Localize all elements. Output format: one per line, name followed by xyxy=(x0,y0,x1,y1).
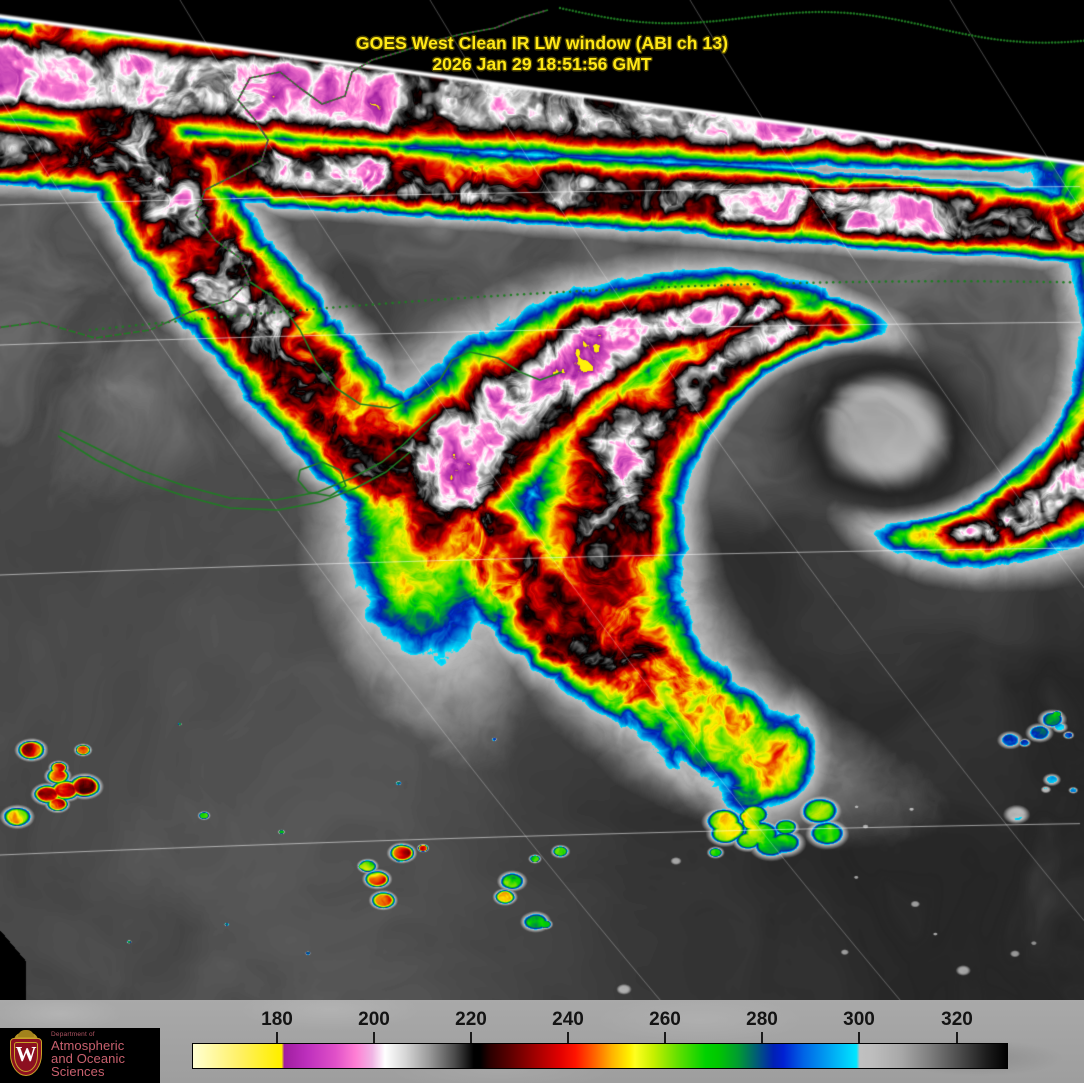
crest-letter-w: W xyxy=(15,1041,37,1066)
infrared-satellite-image xyxy=(0,0,1084,1025)
colorbar-backdrop xyxy=(0,1000,1084,1083)
colorbar-tick-180 xyxy=(276,1032,278,1044)
colorbar-tick-300 xyxy=(858,1032,860,1044)
satellite-imagery-panel xyxy=(0,0,1084,1025)
uw-aos-logo: W Department of Atmospheric and Oceanic … xyxy=(0,1028,160,1083)
crest-plume xyxy=(14,1029,38,1042)
colorbar-tick-220 xyxy=(470,1032,472,1044)
logo-line-oceanic: and Oceanic Sciences xyxy=(51,1051,126,1080)
colorbar-tick-200 xyxy=(373,1032,375,1044)
colorbar-region: 180 200 220 240 260 280 300 320 xyxy=(0,1000,1084,1083)
colorbar-label-260: 260 xyxy=(649,1009,681,1030)
colorbar-label-280: 280 xyxy=(746,1009,778,1030)
temperature-colorbar xyxy=(192,1043,1008,1069)
colorbar-tick-marks xyxy=(0,1000,1084,1044)
colorbar-label-220: 220 xyxy=(455,1009,487,1030)
uw-crest-icon: W xyxy=(6,1029,46,1079)
colorbar-label-200: 200 xyxy=(358,1009,390,1030)
colorbar-tick-320 xyxy=(956,1032,958,1044)
crest-shield xyxy=(10,1037,42,1076)
colorbar-label-180: 180 xyxy=(261,1009,293,1030)
colorbar-tick-260 xyxy=(664,1032,666,1044)
colorbar-tick-labels: 180 200 220 240 260 280 300 320 xyxy=(0,1000,1084,1030)
colorbar-tick-240 xyxy=(567,1032,569,1044)
logo-line-department: Department of xyxy=(51,1031,95,1039)
colorbar-label-240: 240 xyxy=(552,1009,584,1030)
logo-line-atmospheric: Atmospheric xyxy=(51,1037,125,1053)
colorbar-tick-280 xyxy=(761,1032,763,1044)
colorbar-label-300: 300 xyxy=(843,1009,875,1030)
logo-text-block: Department of Atmospheric and Oceanic Sc… xyxy=(51,1031,160,1080)
colorbar-label-320: 320 xyxy=(941,1009,973,1030)
